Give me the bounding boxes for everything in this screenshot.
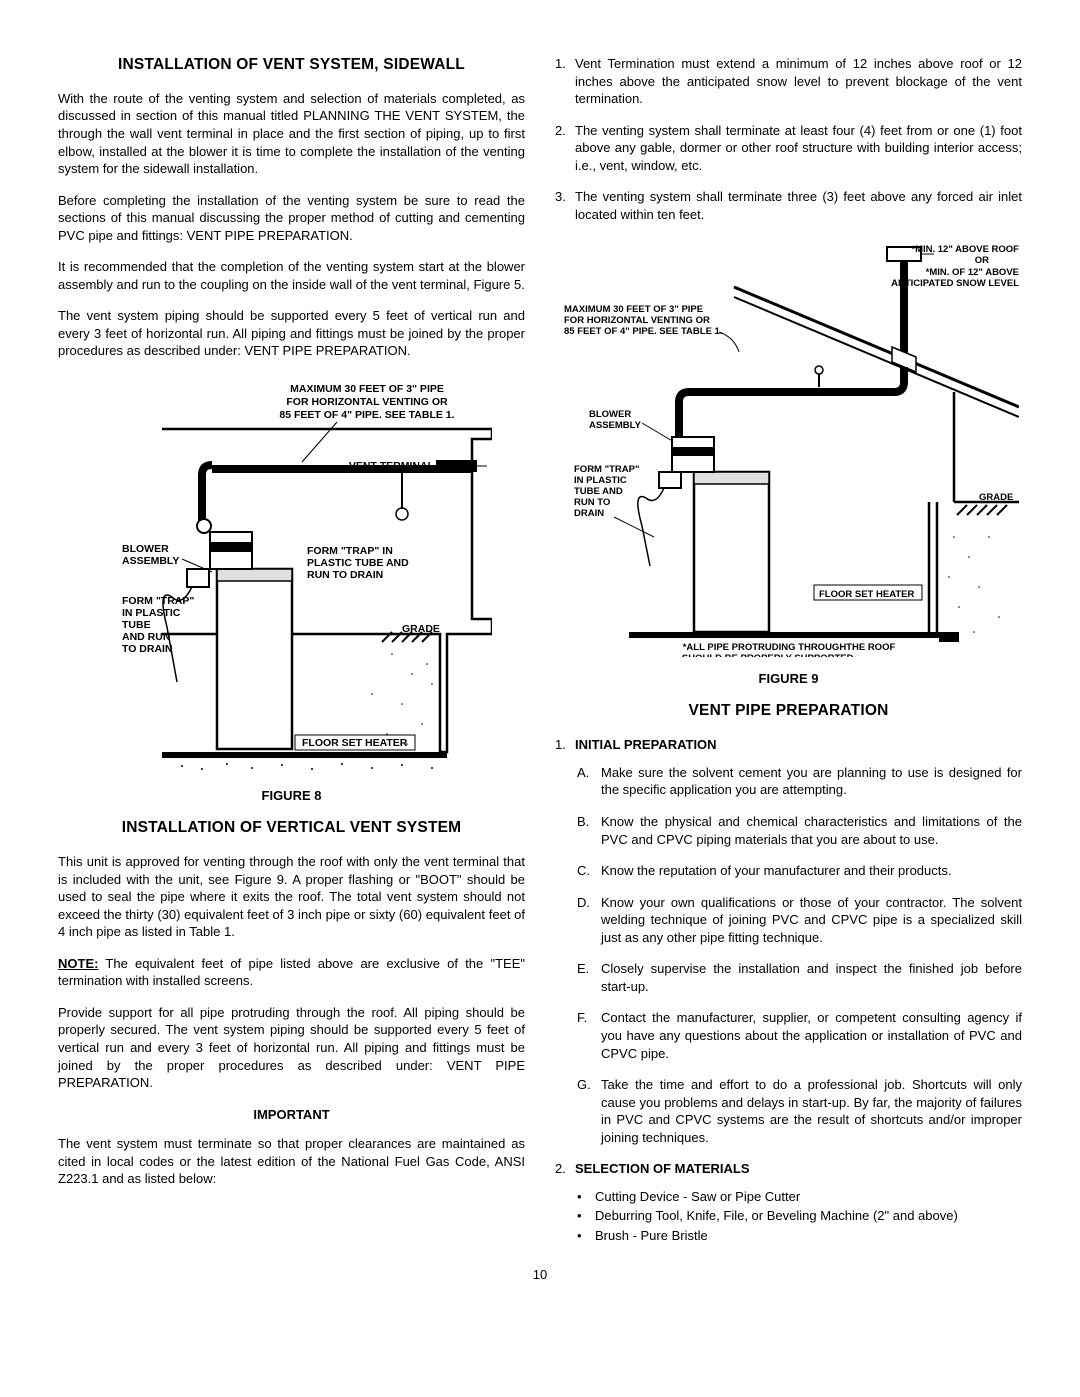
svg-text:AND RUN: AND RUN	[122, 631, 170, 643]
svg-text:RUN TO DRAIN: RUN TO DRAIN	[307, 569, 383, 581]
list-item: •Cutting Device - Saw or Pipe Cutter	[577, 1188, 1022, 1206]
svg-text:85 FEET OF 4" PIPE. SEE TABLE: 85 FEET OF 4" PIPE. SEE TABLE 1.	[564, 326, 722, 337]
svg-text:DRAIN: DRAIN	[574, 508, 604, 519]
list-item: E.Closely supervise the installation and…	[577, 960, 1022, 995]
list-item: •Brush - Pure Bristle	[577, 1227, 1022, 1245]
paragraph: It is recommended that the completion of…	[58, 258, 525, 293]
svg-text:TUBE: TUBE	[122, 619, 151, 631]
svg-text:FORM "TRAP" IN: FORM "TRAP" IN	[307, 545, 393, 557]
paragraph: The vent system piping should be support…	[58, 307, 525, 360]
svg-text:FLOOR SET HEATER: FLOOR SET HEATER	[819, 589, 914, 600]
svg-text:FORM "TRAP": FORM "TRAP"	[574, 464, 639, 475]
paragraph: NOTE: The equivalent feet of pipe listed…	[58, 955, 525, 990]
svg-text:SHOULD BE PROPERLY SUPPORTED.: SHOULD BE PROPERLY SUPPORTED.	[681, 653, 855, 657]
list-item: 2. SELECTION OF MATERIALS	[555, 1160, 1022, 1178]
list-item: •Deburring Tool, Knife, File, or Bevelin…	[577, 1207, 1022, 1225]
svg-text:ASSEMBLY: ASSEMBLY	[122, 555, 179, 567]
svg-text:IN PLASTIC: IN PLASTIC	[122, 607, 181, 619]
list-item: F.Contact the manufacturer, supplier, or…	[577, 1009, 1022, 1062]
figure-9: *MIN. 12" ABOVE ROOF OR *MIN. OF 12" ABO…	[555, 237, 1022, 662]
svg-text:MAXIMUM 30 FEET OF 3" PIPE: MAXIMUM 30 FEET OF 3" PIPE	[290, 383, 444, 395]
list-item: 1. INITIAL PREPARATION	[555, 736, 1022, 754]
svg-text:GRADE: GRADE	[979, 492, 1013, 503]
left-column: INSTALLATION OF VENT SYSTEM, SIDEWALL Wi…	[58, 55, 525, 1246]
prep-list: 1. INITIAL PREPARATION	[555, 736, 1022, 754]
paragraph: Provide support for all pipe protruding …	[58, 1004, 525, 1092]
svg-text:*ALL PIPE PROTRUDING THROUGHTH: *ALL PIPE PROTRUDING THROUGHTHE ROOF	[682, 642, 895, 653]
list-item: A.Make sure the solvent cement you are p…	[577, 764, 1022, 799]
paragraph: This unit is approved for venting throug…	[58, 853, 525, 941]
svg-text:FLOOR SET HEATER: FLOOR SET HEATER	[302, 737, 408, 749]
svg-text:BLOWER: BLOWER	[589, 409, 631, 420]
alpha-list: A.Make sure the solvent cement you are p…	[555, 764, 1022, 1146]
prep-list-2: 2. SELECTION OF MATERIALS	[555, 1160, 1022, 1178]
svg-text:FOR HORIZONTAL VENTING OR: FOR HORIZONTAL VENTING OR	[286, 396, 448, 408]
svg-text:PLASTIC TUBE AND: PLASTIC TUBE AND	[307, 557, 409, 569]
figure-9-label: FIGURE 9	[555, 670, 1022, 688]
right-column: 1.Vent Termination must extend a minimum…	[555, 55, 1022, 1246]
svg-text:BLOWER: BLOWER	[122, 543, 169, 555]
termination-list: 1.Vent Termination must extend a minimum…	[555, 55, 1022, 223]
svg-text:TO DRAIN: TO DRAIN	[122, 643, 173, 655]
heading-sidewall: INSTALLATION OF VENT SYSTEM, SIDEWALL	[58, 55, 525, 76]
list-item: D.Know your own qualifications or those …	[577, 894, 1022, 947]
important-label: IMPORTANT	[58, 1106, 525, 1124]
svg-text:TUBE AND: TUBE AND	[574, 486, 623, 497]
heading-vertical: INSTALLATION OF VERTICAL VENT SYSTEM	[58, 818, 525, 839]
list-item: 3.The venting system shall terminate thr…	[555, 188, 1022, 223]
paragraph: The vent system must terminate so that p…	[58, 1135, 525, 1188]
paragraph: With the route of the venting system and…	[58, 90, 525, 178]
svg-text:RUN TO: RUN TO	[574, 497, 610, 508]
svg-text:85 FEET OF 4" PIPE. SEE TABLE: 85 FEET OF 4" PIPE. SEE TABLE 1.	[279, 409, 454, 421]
list-item: B.Know the physical and chemical charact…	[577, 813, 1022, 848]
paragraph: Before completing the installation of th…	[58, 192, 525, 245]
svg-text:FORM "TRAP": FORM "TRAP"	[122, 595, 194, 607]
figure-8: MAXIMUM 30 FEET OF 3" PIPE FOR HORIZONTA…	[58, 374, 525, 779]
svg-text:MAXIMUM 30 FEET OF 3" PIPE: MAXIMUM 30 FEET OF 3" PIPE	[564, 304, 703, 315]
list-item: C.Know the reputation of your manufactur…	[577, 862, 1022, 880]
svg-text:*MIN. 12" ABOVE ROOF: *MIN. 12" ABOVE ROOF	[911, 244, 1019, 255]
figure-8-label: FIGURE 8	[58, 787, 525, 805]
svg-text:ANTICIPATED SNOW LEVEL: ANTICIPATED SNOW LEVEL	[891, 278, 1019, 289]
svg-text:IN PLASTIC: IN PLASTIC	[574, 475, 627, 486]
svg-text:FOR HORIZONTAL VENTING OR: FOR HORIZONTAL VENTING OR	[564, 315, 710, 326]
list-item: 1.Vent Termination must extend a minimum…	[555, 55, 1022, 108]
list-item: G.Take the time and effort to do a profe…	[577, 1076, 1022, 1146]
materials-list: •Cutting Device - Saw or Pipe Cutter •De…	[555, 1188, 1022, 1245]
list-item: 2.The venting system shall terminate at …	[555, 122, 1022, 175]
svg-text:*MIN. OF 12" ABOVE: *MIN. OF 12" ABOVE	[925, 267, 1018, 278]
page-number: 10	[58, 1266, 1022, 1284]
svg-text:OR: OR	[974, 255, 988, 266]
svg-text:ASSEMBLY: ASSEMBLY	[589, 420, 642, 431]
heading-prep: VENT PIPE PREPARATION	[555, 701, 1022, 722]
